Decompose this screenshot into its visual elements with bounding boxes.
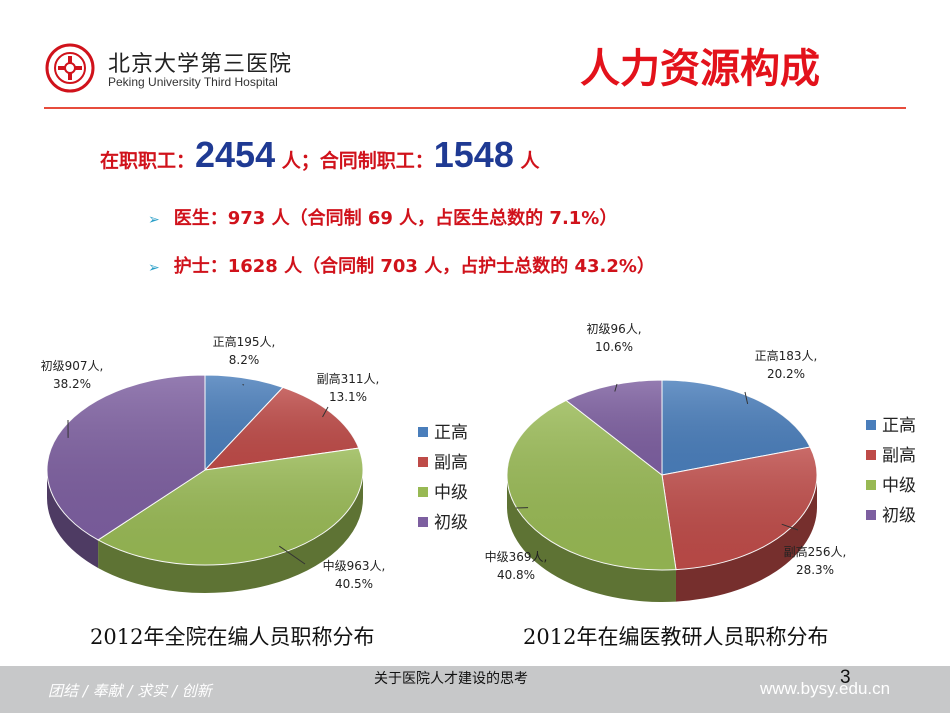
hospital-name-cn: 北京大学第三医院: [108, 52, 293, 77]
footer-topic: 关于医院人才建设的思考: [374, 671, 528, 687]
legend-label: 中级: [434, 483, 468, 503]
bullet-text: 医生：973 人（合同制 69 人，占医生总数的 7.1%）: [173, 208, 618, 229]
data-label-percent: 40.8%: [497, 568, 535, 582]
pie-slice-side-中级: [506, 475, 676, 602]
contract-label: 合同制职工：: [319, 150, 434, 172]
data-label-count: 中级369人,: [485, 549, 548, 564]
legend-swatch: [418, 427, 428, 437]
staff-count: 2454: [195, 134, 276, 175]
footer-motto: 团结 / 奉献 / 求实 / 创新: [48, 682, 212, 700]
legend-swatch: [418, 457, 428, 467]
legend-label: 副高: [434, 453, 468, 473]
pie-slice-side-初级: [47, 470, 99, 568]
leader-line: [614, 383, 618, 392]
data-label-count: 正高195人,: [213, 334, 276, 349]
legend-label: 中级: [882, 476, 916, 496]
footer-url[interactable]: www.bysy.edu.cn: [760, 679, 891, 698]
contract-unit: 人: [513, 150, 540, 172]
data-label-count: 副高256人,: [784, 544, 847, 559]
bullet-text: 护士：1628 人（合同制 703 人，占护士总数的 43.2%）: [173, 256, 655, 277]
leader-line: [744, 391, 749, 405]
legend-swatch: [418, 487, 428, 497]
legend-swatch: [866, 450, 876, 460]
contract-count: 1548: [433, 134, 514, 175]
staff-unit: 人；: [275, 150, 320, 172]
chart-medical-titles: 正高183人, 20.2% 副高256人, 28.3% 中级369人, 40.8% 初级96…: [485, 322, 916, 602]
legend-swatch: [866, 480, 876, 490]
hospital-name-en: Peking University Third Hospital: [108, 75, 278, 89]
staff-summary: 在职职工：2454 人；合同制职工：1548 人: [100, 134, 539, 176]
chart-hospital-titles: 正高195人, 8.2% 副高311人, 13.1% 中级963人, 40.5% 初级907…: [41, 334, 468, 593]
title-divider: [44, 107, 906, 109]
page-number: 3: [840, 667, 851, 688]
legend-label: 副高: [882, 446, 916, 466]
staff-label: 在职职工：: [100, 150, 196, 172]
bullet-nurses: ➢ 护士：1628 人（合同制 703 人，占护士总数的 43.2%）: [148, 252, 655, 278]
bullet-doctors: ➢ 医生：973 人（合同制 69 人，占医生总数的 7.1%）: [148, 204, 617, 230]
legend-swatch: [418, 517, 428, 527]
page-title: 人力资源构成: [580, 46, 820, 92]
data-label-percent: 38.2%: [53, 377, 91, 391]
legend-label: 正高: [882, 416, 916, 436]
legend-label: 初级: [434, 513, 468, 533]
bullet-arrow-icon: ➢: [148, 260, 160, 276]
bullet-arrow-icon: ➢: [148, 212, 160, 228]
data-label-percent: 28.3%: [796, 563, 834, 577]
data-label-count: 中级963人,: [323, 558, 386, 573]
leader-line: [279, 545, 306, 565]
leader-line: [322, 406, 329, 418]
footer-bar: [0, 666, 950, 713]
legend-swatch: [866, 510, 876, 520]
chart-caption-2: 2012年在编医教研人员职称分布: [523, 625, 829, 649]
data-label-count: 副高311人,: [317, 371, 380, 386]
legend-label: 初级: [882, 506, 916, 526]
legend-label: 正高: [434, 423, 468, 443]
data-label-percent: 10.6%: [595, 340, 633, 354]
data-label-count: 正高183人,: [755, 348, 818, 363]
leader-line: [781, 523, 799, 531]
data-label-percent: 20.2%: [767, 367, 805, 381]
data-label-percent: 40.5%: [335, 577, 373, 591]
data-label-count: 初级907人,: [41, 359, 104, 373]
pie-slice-side-副高: [675, 475, 817, 602]
chart-caption-1: 2012年全院在编人员职称分布: [90, 625, 375, 649]
hospital-logo: [45, 43, 95, 93]
legend-swatch: [866, 420, 876, 430]
data-label-percent: 8.2%: [229, 353, 260, 367]
data-label-count: 初级96人,: [586, 322, 641, 336]
data-label-percent: 13.1%: [329, 390, 367, 404]
